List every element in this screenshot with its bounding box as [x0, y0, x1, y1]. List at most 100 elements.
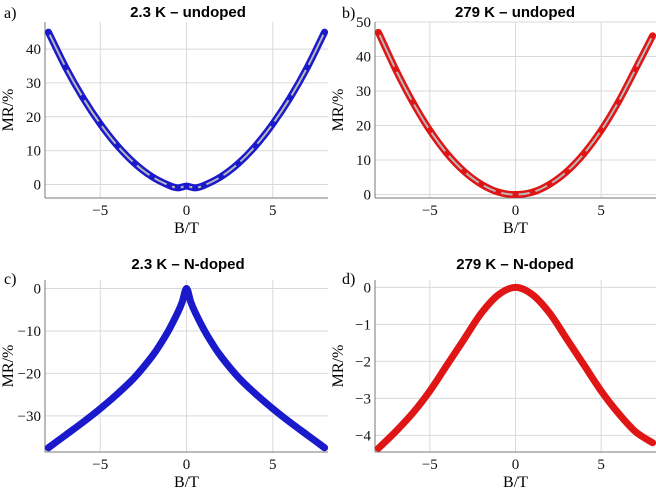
- data-point: [235, 160, 242, 167]
- data-point: [426, 387, 433, 394]
- x-tick-label: −5: [422, 203, 438, 219]
- panel-d: d) 279 K – N-doped −5 0 5 0 −1 −2 −3 −4 B/T MR/%: [330, 256, 656, 491]
- data-point: [157, 340, 164, 347]
- data-point: [62, 432, 69, 439]
- data-point: [392, 66, 399, 73]
- panel-label: a): [4, 5, 16, 22]
- data-point: [114, 142, 121, 149]
- y-axis-label: MR/%: [0, 345, 17, 388]
- y-axis-label: MR/%: [0, 89, 17, 132]
- x-axis-label: B/T: [174, 220, 199, 237]
- data-point: [192, 309, 199, 316]
- y-tick-label: −10: [18, 324, 41, 340]
- data-point: [287, 419, 294, 426]
- data-point: [581, 362, 588, 369]
- y-tick-label: −2: [355, 354, 371, 370]
- data-point: [632, 66, 639, 73]
- data-point: [615, 99, 622, 106]
- data-point: [375, 445, 382, 452]
- data-point: [495, 189, 502, 196]
- data-point: [546, 181, 553, 188]
- data-point: [443, 150, 450, 157]
- y-tick-label: 0: [34, 281, 42, 297]
- y-axis-label: MR/%: [330, 345, 347, 388]
- data-point: [252, 390, 259, 397]
- data-point: [62, 64, 69, 71]
- x-tick-label: −5: [92, 457, 108, 473]
- data-point: [166, 326, 173, 333]
- data-point: [529, 189, 536, 196]
- x-tick-label: −5: [422, 457, 438, 473]
- x-tick-label: 5: [597, 203, 605, 219]
- panel-title: 2.3 K – undoped: [130, 4, 246, 21]
- data-point: [200, 182, 207, 189]
- data-point: [649, 439, 656, 446]
- panel-c: c) 2.3 K – N-doped −5 0 5 0 −10 −20 −30 B/T MR/%: [0, 256, 329, 491]
- y-tick-label: 0: [34, 177, 42, 193]
- data-point: [581, 150, 588, 157]
- y-tick-label: −3: [355, 391, 371, 407]
- data-point: [409, 410, 416, 417]
- data-point: [287, 94, 294, 101]
- data-point: [461, 336, 468, 343]
- data-point: [79, 419, 86, 426]
- data-point: [218, 353, 225, 360]
- data-point: [632, 428, 639, 435]
- x-axis-label: B/T: [503, 220, 528, 237]
- data-point: [179, 299, 186, 306]
- data-point: [529, 291, 536, 298]
- data-point: [183, 183, 190, 190]
- data-point: [148, 173, 155, 180]
- data-point: [45, 29, 52, 36]
- data-point: [97, 120, 104, 127]
- data-point: [304, 64, 311, 71]
- panel-label: d): [342, 271, 355, 288]
- x-tick-label: 5: [269, 457, 277, 473]
- data-point: [200, 326, 207, 333]
- data-point: [321, 444, 328, 451]
- data-point: [174, 309, 181, 316]
- data-point: [375, 29, 382, 36]
- data-point: [114, 390, 121, 397]
- data-point: [131, 160, 138, 167]
- y-tick-label: 30: [26, 76, 41, 92]
- data-point: [512, 191, 519, 198]
- data-point: [79, 94, 86, 101]
- x-tick-label: 5: [269, 203, 277, 219]
- data-point: [183, 285, 190, 292]
- data-point: [512, 284, 519, 291]
- panel-title: 279 K – N-doped: [456, 256, 574, 273]
- panel-title: 2.3 K – N-doped: [131, 256, 244, 273]
- y-tick-label: 10: [26, 144, 41, 160]
- data-point: [45, 444, 52, 451]
- data-point: [409, 99, 416, 106]
- data-point: [461, 168, 468, 175]
- data-point: [321, 29, 328, 36]
- y-tick-label: 0: [364, 188, 372, 204]
- data-point: [426, 127, 433, 134]
- y-tick-label: 20: [356, 119, 371, 135]
- y-tick-label: 30: [356, 84, 371, 100]
- data-point: [209, 340, 216, 347]
- y-tick-label: 40: [26, 42, 41, 58]
- y-tick-label: 50: [356, 15, 371, 31]
- data-point: [166, 182, 173, 189]
- panel-a: a) 2.3 K – undoped −5 0 5 0 10 20 30 40 B/T MR/%: [0, 4, 329, 237]
- data-point: [649, 32, 656, 39]
- data-point: [187, 299, 194, 306]
- x-tick-label: 0: [183, 457, 191, 473]
- x-tick-label: 0: [183, 203, 191, 219]
- data-point: [478, 181, 485, 188]
- data-point: [598, 387, 605, 394]
- y-axis-label: MR/%: [330, 89, 347, 132]
- data-point: [546, 310, 553, 317]
- data-point: [252, 142, 259, 149]
- data-point: [235, 374, 242, 381]
- x-axis-label: B/T: [174, 474, 199, 491]
- y-tick-label: −4: [355, 428, 371, 444]
- x-tick-label: 5: [597, 457, 605, 473]
- data-point: [148, 353, 155, 360]
- data-point: [563, 336, 570, 343]
